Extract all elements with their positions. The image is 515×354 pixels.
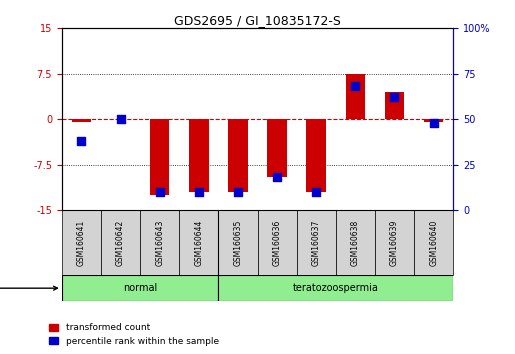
Point (430, 120, 438, 126)
Text: normal: normal (123, 283, 157, 293)
FancyBboxPatch shape (218, 210, 258, 275)
Bar (228, 119, 248, 192)
FancyBboxPatch shape (297, 210, 336, 275)
Text: GSM160635: GSM160635 (233, 219, 243, 266)
Title: GDS2695 / GI_10835172-S: GDS2695 / GI_10835172-S (174, 14, 341, 27)
Text: GSM160644: GSM160644 (194, 219, 203, 266)
Text: GSM160642: GSM160642 (116, 219, 125, 266)
Bar (306, 119, 326, 192)
Bar (424, 119, 443, 122)
Point (156, 189, 164, 195)
Point (312, 189, 320, 195)
FancyBboxPatch shape (140, 210, 179, 275)
Text: GSM160643: GSM160643 (155, 219, 164, 266)
FancyBboxPatch shape (179, 210, 218, 275)
FancyBboxPatch shape (336, 210, 375, 275)
Legend: transformed count, percentile rank within the sample: transformed count, percentile rank withi… (46, 320, 222, 349)
FancyBboxPatch shape (414, 210, 453, 275)
Bar (346, 74, 365, 119)
FancyBboxPatch shape (218, 275, 453, 301)
Bar (150, 119, 169, 195)
FancyBboxPatch shape (101, 210, 140, 275)
Text: GSM160638: GSM160638 (351, 219, 360, 266)
Point (390, 95, 399, 100)
Point (234, 189, 242, 195)
Text: teratozoospermia: teratozoospermia (293, 283, 379, 293)
Bar (385, 92, 404, 119)
FancyBboxPatch shape (62, 275, 218, 301)
FancyBboxPatch shape (62, 210, 101, 275)
Bar (267, 119, 287, 177)
Point (116, 116, 125, 122)
Text: GSM160641: GSM160641 (77, 219, 86, 266)
Text: GSM160639: GSM160639 (390, 219, 399, 266)
FancyBboxPatch shape (375, 210, 414, 275)
Text: disease state: disease state (0, 283, 58, 293)
Point (195, 189, 203, 195)
Text: GSM160637: GSM160637 (312, 219, 321, 266)
Bar (189, 119, 209, 192)
FancyBboxPatch shape (258, 210, 297, 275)
Text: GSM160636: GSM160636 (272, 219, 282, 266)
Point (273, 175, 281, 180)
Text: GSM160640: GSM160640 (429, 219, 438, 266)
Point (351, 84, 359, 89)
Bar (72, 119, 91, 122)
Point (77, 138, 85, 144)
